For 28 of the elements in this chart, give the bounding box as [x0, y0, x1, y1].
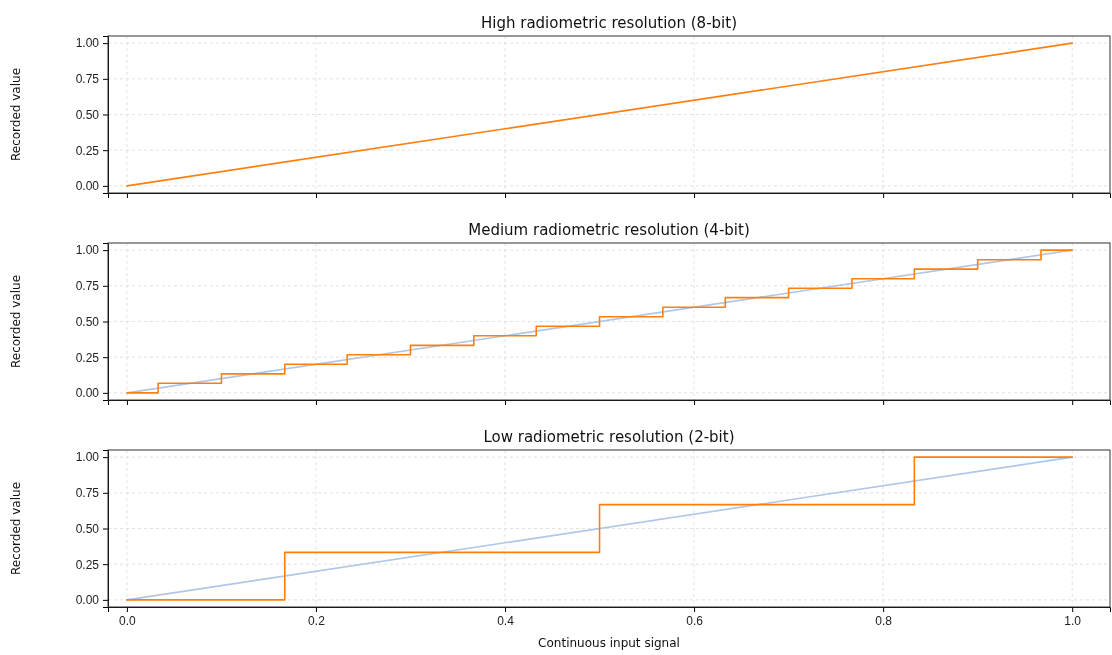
y-tick-label: 0.00 [75, 386, 100, 401]
y-tick-label: 0.50 [75, 521, 100, 536]
y-axis-title: Recorded value [9, 481, 23, 576]
y-tick-label: 0.00 [75, 179, 100, 194]
y-tick-label: 0.50 [75, 314, 100, 329]
x-tick-label: 0.0 [119, 613, 137, 628]
y-axis-title: Recorded value [9, 274, 23, 369]
y-tick-label: 1.00 [75, 450, 100, 465]
y-tick-label: 1.00 [75, 243, 100, 258]
y-tick-label: 0.75 [75, 72, 100, 87]
x-axis-title: Continuous input signal [538, 636, 680, 650]
y-tick-label: 0.00 [75, 593, 100, 608]
x-tick-label: 0.2 [308, 613, 326, 628]
x-tick-label: 1.0 [1064, 613, 1082, 628]
x-tick-label: 0.4 [497, 613, 515, 628]
y-tick-label: 0.25 [75, 143, 100, 158]
chart-title: Low radiometric resolution (2-bit) [483, 428, 735, 446]
y-tick-label: 0.50 [75, 107, 100, 122]
chart-title: Medium radiometric resolution (4-bit) [468, 221, 750, 239]
x-tick-label: 0.8 [875, 613, 893, 628]
y-tick-label: 0.25 [75, 350, 100, 365]
y-tick-label: 0.75 [75, 279, 100, 294]
x-tick-label: 0.6 [686, 613, 704, 628]
chart-title: High radiometric resolution (8-bit) [480, 14, 738, 32]
y-axis-title: Recorded value [9, 67, 23, 162]
y-tick-label: 1.00 [75, 36, 100, 51]
y-tick-label: 0.25 [75, 557, 100, 572]
y-tick-label: 0.75 [75, 486, 100, 501]
